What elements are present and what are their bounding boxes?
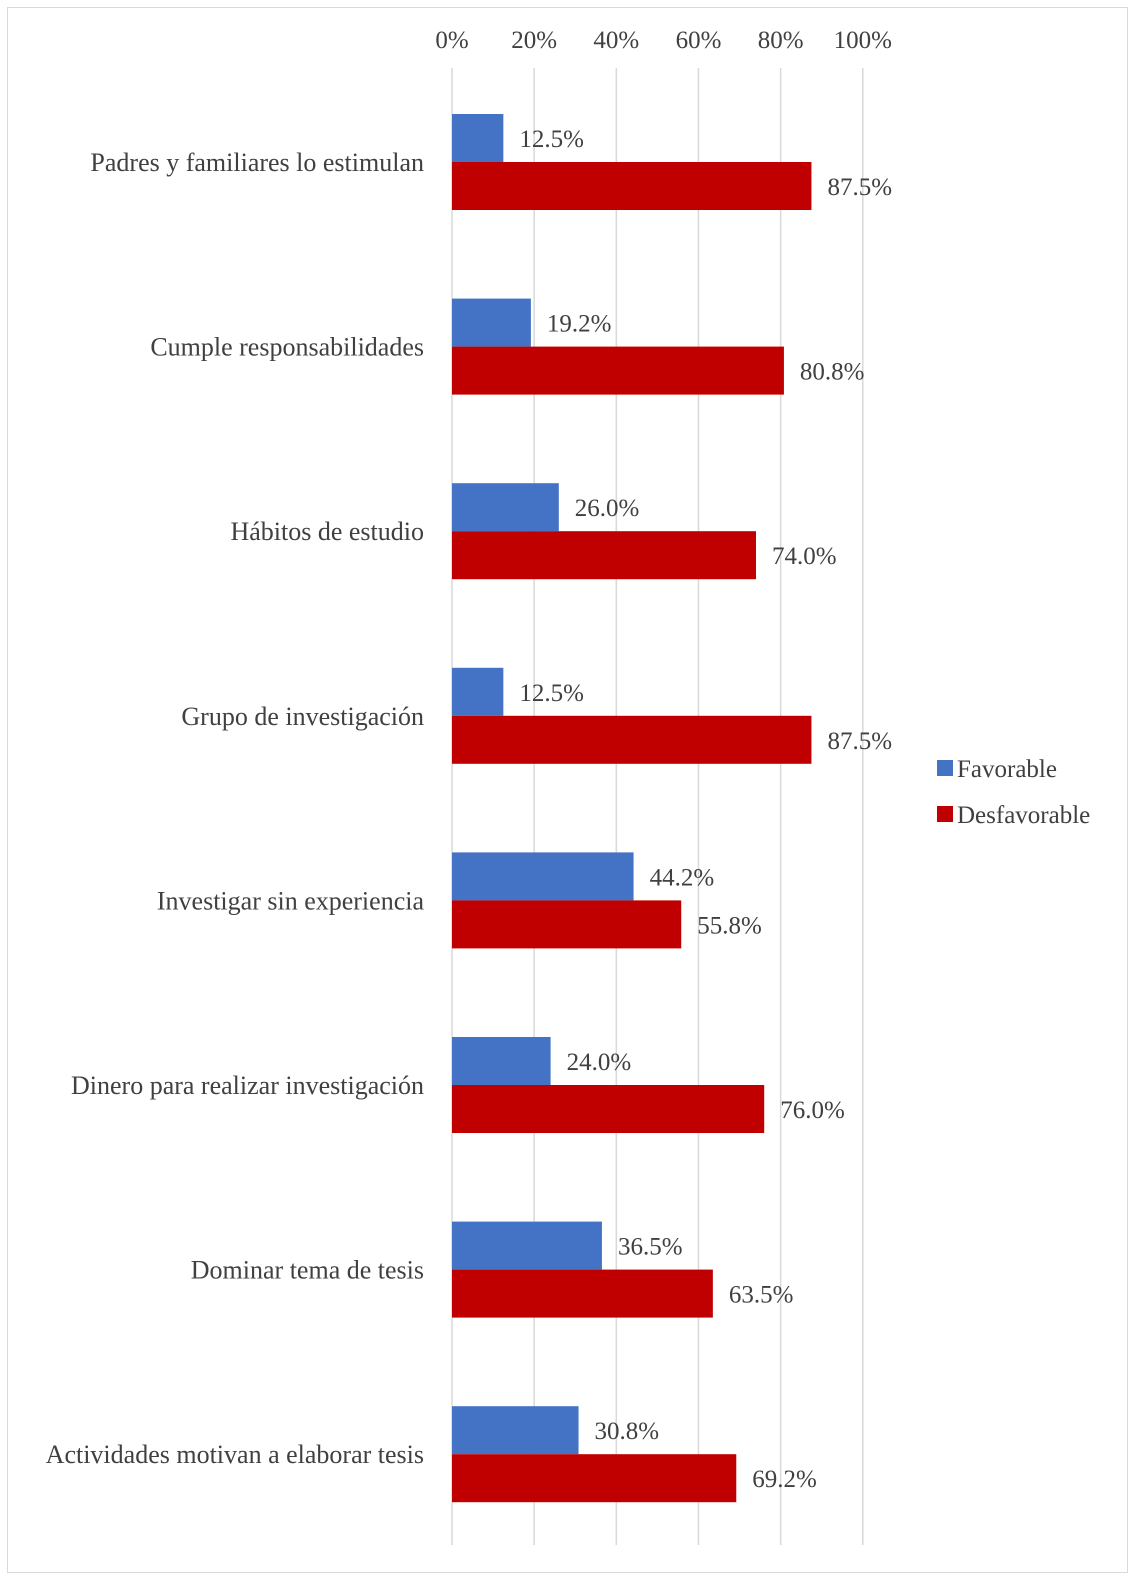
bar-favorable-habitos-de-estudio [452, 483, 559, 532]
x-tick-label: 80% [758, 27, 804, 54]
legend-swatch-favorable [937, 760, 953, 776]
x-tick-label: 0% [435, 27, 468, 54]
bar-favorable-cumple-responsabilidades [452, 298, 531, 347]
legend-label-desfavorable: Desfavorable [957, 802, 1090, 829]
category-label-investigar-sin-experiencia: Investigar sin experiencia [157, 886, 425, 915]
bar-desfavorable-habitos-de-estudio [452, 531, 756, 580]
bar-desfavorable-dominar-tema-de-tesis [452, 1269, 713, 1318]
data-label-favorable: 30.8% [595, 1418, 660, 1445]
data-label-favorable: 19.2% [547, 311, 612, 338]
data-label-desfavorable: 63.5% [729, 1282, 794, 1309]
legend-label-favorable: Favorable [957, 756, 1057, 783]
legend: Favorable Desfavorable [937, 756, 1090, 829]
category-label-actividades-motivan-a-elaborar-tesis: Actividades motivan a elaborar tesis [46, 1440, 424, 1469]
data-label-desfavorable: 87.5% [827, 728, 892, 755]
bar-favorable-grupo-de-investigacion [452, 667, 504, 716]
data-label-favorable: 44.2% [650, 864, 715, 891]
bars [452, 114, 812, 1503]
data-label-desfavorable: 87.5% [827, 174, 892, 201]
category-label-dominar-tema-de-tesis: Dominar tema de tesis [191, 1256, 424, 1285]
category-label-cumple-responsabilidades: Cumple responsabilidades [150, 333, 424, 362]
bar-favorable-dinero-para-realizar-investigacion [452, 1037, 551, 1085]
bar-desfavorable-actividades-motivan-a-elaborar-tesis [452, 1454, 737, 1503]
data-labels: 12.5% 87.5% 19.2% 80.8% 26.0% 74.0% 12.5% 87.5%… [519, 126, 892, 1493]
data-label-favorable: 12.5% [519, 680, 584, 707]
x-tick-label: 100% [834, 27, 892, 54]
data-label-desfavorable: 55.8% [697, 912, 762, 939]
x-tick-label: 40% [593, 27, 639, 54]
data-label-favorable: 12.5% [519, 126, 584, 153]
bar-desfavorable-investigar-sin-experiencia [452, 900, 682, 949]
bar-favorable-actividades-motivan-a-elaborar-tesis [452, 1406, 579, 1455]
bar-favorable-dominar-tema-de-tesis [452, 1221, 602, 1270]
data-label-desfavorable: 69.2% [752, 1466, 817, 1493]
bar-desfavorable-padres-y-familiares-lo-estimulan [452, 162, 812, 210]
data-label-favorable: 26.0% [575, 495, 640, 522]
bar-desfavorable-grupo-de-investigacion [452, 715, 812, 764]
data-label-desfavorable: 74.0% [772, 543, 837, 570]
bar-desfavorable-dinero-para-realizar-investigacion [452, 1085, 765, 1133]
bar-desfavorable-cumple-responsabilidades [452, 346, 784, 395]
category-label-grupo-de-investigacion: Grupo de investigación [181, 702, 424, 731]
category-label-habitos-de-estudio: Hábitos de estudio [230, 517, 424, 546]
data-label-desfavorable: 76.0% [780, 1097, 845, 1124]
category-label-padres-y-familiares-lo-estimulan: Padres y familiares lo estimulan [90, 148, 424, 177]
data-label-favorable: 36.5% [618, 1234, 683, 1261]
data-label-favorable: 24.0% [567, 1049, 632, 1076]
bar-favorable-padres-y-familiares-lo-estimulan [452, 114, 504, 162]
x-tick-label: 60% [676, 27, 722, 54]
gridlines [451, 68, 864, 1545]
category-label-dinero-para-realizar-investigacion: Dinero para realizar investigación [71, 1071, 424, 1100]
bar-favorable-investigar-sin-experiencia [452, 852, 634, 901]
x-tick-label: 20% [511, 27, 557, 54]
data-label-desfavorable: 80.8% [800, 359, 865, 386]
legend-swatch-desfavorable [937, 806, 953, 822]
category-labels: Padres y familiares lo estimulan Cumple r… [46, 148, 425, 1469]
x-axis-ticks: 0% 20% 40% 60% 80% 100% [435, 27, 892, 54]
